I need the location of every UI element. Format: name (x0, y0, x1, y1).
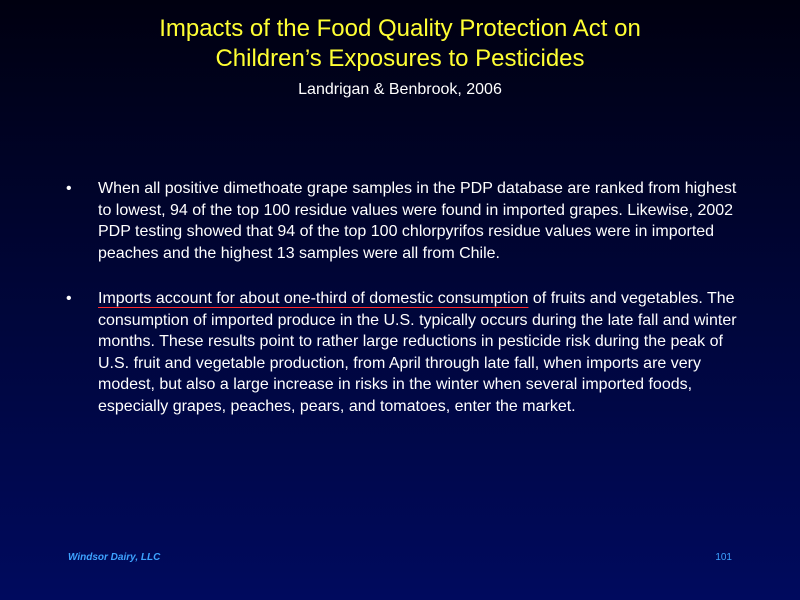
bullet-text: of fruits and vegetables. The consumptio… (98, 290, 737, 415)
slide-subtitle: Landrigan & Benbrook, 2006 (298, 81, 502, 98)
slide-title-line-2: Children’s Exposures to Pesticides (215, 45, 585, 72)
underlined-emphasis-text: Imports account for about one-third of d… (98, 290, 529, 307)
bullet-dot-icon: • (66, 180, 72, 197)
slide-title-line-1: Impacts of the Food Quality Protection A… (159, 15, 641, 42)
bullet-dot-icon: • (66, 290, 72, 307)
bullet-item-dimethoate: • When all positive dimethoate grape sam… (66, 178, 746, 264)
bullet-item-imports: • Imports account for about one-third of… (66, 288, 746, 417)
footer-page-number: 101 (715, 552, 732, 563)
slide-title: Impacts of the Food Quality Protection A… (0, 14, 800, 74)
bullet-text: When all positive dimethoate grape sampl… (98, 180, 737, 262)
footer-company-name: Windsor Dairy, LLC (68, 552, 161, 563)
bullet-list: • When all positive dimethoate grape sam… (66, 178, 746, 417)
